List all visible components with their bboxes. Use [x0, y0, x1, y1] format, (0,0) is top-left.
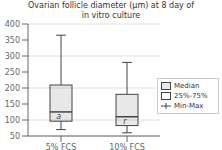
- svg-text:100: 100: [8, 116, 20, 125]
- html-text:Median: Median: [174, 82, 200, 90]
- svg-text:r: r: [123, 117, 127, 126]
- svg-text:50: 50: [10, 132, 20, 141]
- svg-text:300: 300: [8, 52, 20, 61]
- html-text:Min-Max: Min-Max: [174, 102, 204, 110]
- svg-text:350: 350: [8, 36, 20, 45]
- html-text:in vitro culture: in vitro culture: [81, 11, 141, 20]
- svg-text:10% FCS: 10% FCS: [109, 143, 145, 150]
- svg-text:150: 150: [8, 100, 20, 109]
- svg-text:200: 200: [8, 84, 20, 93]
- svg-text:a: a: [56, 112, 61, 121]
- svg-text:400: 400: [8, 20, 20, 29]
- svg-text:250: 250: [8, 68, 20, 77]
- html-text:25%-75%: 25%-75%: [174, 92, 208, 100]
- svg-text:5% FCS: 5% FCS: [46, 143, 77, 150]
- html-text:Ovarian follicle diameter (μm): Ovarian follicle diameter (μm) at 8 day …: [28, 1, 194, 10]
